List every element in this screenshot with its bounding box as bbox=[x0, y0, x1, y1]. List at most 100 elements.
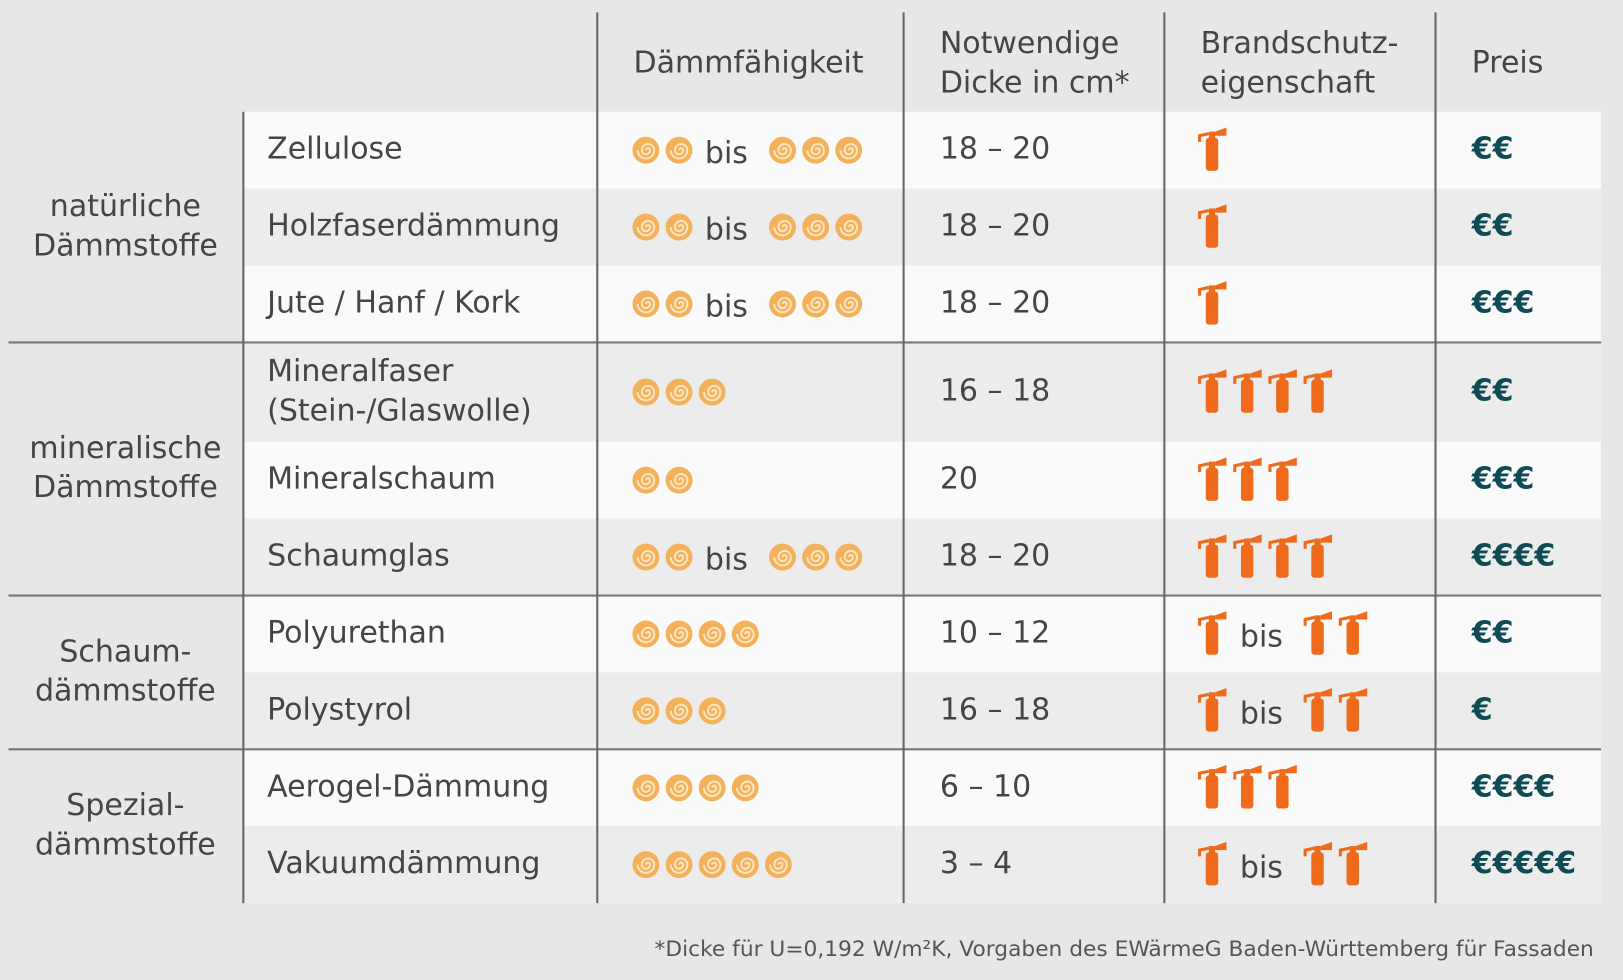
insulation-icon bbox=[731, 620, 759, 648]
ext-hose bbox=[1303, 615, 1315, 626]
row-band bbox=[243, 595, 1602, 673]
insulation-icon bbox=[698, 774, 726, 802]
swirl-disc bbox=[731, 851, 759, 879]
insulation-icon bbox=[802, 290, 830, 318]
price: € bbox=[1471, 692, 1493, 727]
row-band bbox=[243, 672, 1602, 750]
ext-head bbox=[1349, 692, 1356, 700]
swirl-line bbox=[669, 780, 689, 798]
group-label: Spezial- bbox=[66, 788, 184, 823]
range-word: bis bbox=[705, 213, 748, 248]
swirl-line bbox=[806, 549, 825, 567]
group-label: Schaum- bbox=[59, 634, 191, 669]
swirl-disc bbox=[665, 851, 693, 879]
ext-body bbox=[1240, 775, 1254, 809]
price: €€ bbox=[1471, 374, 1514, 409]
swirl-line bbox=[636, 780, 656, 798]
material-name: Vakuumdämmung bbox=[267, 846, 540, 881]
fire-icon bbox=[1303, 688, 1333, 732]
swirl-line bbox=[669, 472, 689, 490]
price: €€€€ bbox=[1471, 769, 1556, 804]
group-label: dämmstoffe bbox=[35, 674, 216, 709]
swirl-disc bbox=[665, 543, 693, 571]
ext-head bbox=[1208, 131, 1216, 139]
swirl-line bbox=[806, 142, 825, 160]
insulation-icon bbox=[698, 620, 726, 648]
ext-hose bbox=[1198, 209, 1210, 219]
insulation-icon bbox=[698, 697, 726, 725]
fire-icon bbox=[1198, 204, 1227, 248]
insulation-icon bbox=[632, 466, 660, 494]
ext-head bbox=[1244, 461, 1251, 469]
footnote: *Dicke für U=0,192 W/m²K, Vorgaben des E… bbox=[655, 937, 1594, 962]
fire-icon bbox=[1198, 457, 1227, 501]
swirl-line bbox=[669, 219, 689, 237]
ext-hose bbox=[1303, 374, 1315, 384]
insulation-icon bbox=[731, 774, 759, 802]
material-name: Polyurethan bbox=[267, 615, 446, 650]
ext-hose bbox=[1338, 692, 1350, 703]
fire-icon bbox=[1198, 765, 1227, 809]
insulation-icon bbox=[665, 378, 693, 406]
insulation-icon bbox=[665, 466, 693, 494]
header-label: Dicke in cm* bbox=[940, 65, 1130, 100]
ext-hose bbox=[1233, 462, 1245, 472]
swirl-line bbox=[702, 703, 722, 721]
fire-icon bbox=[1268, 765, 1297, 809]
fire-icon bbox=[1303, 841, 1333, 886]
range-word: bis bbox=[705, 136, 748, 171]
ext-body bbox=[1346, 852, 1359, 886]
swirl-line bbox=[636, 296, 656, 314]
ext-hose bbox=[1198, 132, 1210, 142]
price: €€€€ bbox=[1471, 539, 1556, 574]
swirl-line bbox=[636, 549, 656, 567]
ext-head bbox=[1349, 615, 1356, 623]
ext-body bbox=[1205, 291, 1219, 325]
insulation-icon bbox=[665, 290, 693, 318]
insulation-icon bbox=[698, 378, 726, 406]
ext-nozzle bbox=[1215, 841, 1227, 851]
material-name: Polystyrol bbox=[267, 692, 412, 727]
fire-icon bbox=[1198, 281, 1227, 325]
material-name: (Stein-/Glaswolle) bbox=[267, 393, 532, 428]
ext-body bbox=[1205, 214, 1219, 248]
ext-body bbox=[1311, 621, 1324, 655]
row-band bbox=[243, 111, 1602, 189]
ext-hose bbox=[1268, 539, 1280, 549]
ext-head bbox=[1208, 461, 1216, 469]
swirl-line bbox=[839, 296, 859, 314]
thickness: 16 – 18 bbox=[940, 374, 1050, 409]
ext-body bbox=[1346, 698, 1359, 732]
swirl-disc bbox=[665, 466, 693, 494]
ext-hose bbox=[1338, 846, 1350, 857]
ext-body bbox=[1205, 467, 1219, 501]
row-band bbox=[243, 826, 1602, 904]
ext-nozzle bbox=[1320, 611, 1333, 620]
row-band bbox=[243, 342, 1602, 442]
ext-nozzle bbox=[1215, 127, 1227, 136]
ext-head bbox=[1314, 373, 1321, 381]
ext-nozzle bbox=[1320, 688, 1333, 697]
ext-head bbox=[1244, 769, 1251, 777]
insulation-icon bbox=[835, 543, 863, 571]
swirl-disc bbox=[632, 378, 660, 406]
ext-body bbox=[1205, 544, 1219, 578]
ext-head bbox=[1208, 769, 1216, 777]
thickness: 20 bbox=[940, 462, 978, 497]
ext-nozzle bbox=[1250, 765, 1262, 774]
swirl-disc bbox=[665, 774, 693, 802]
fire-icon bbox=[1233, 369, 1262, 413]
range-word: bis bbox=[1240, 620, 1283, 655]
ext-hose bbox=[1303, 692, 1315, 703]
ext-head bbox=[1349, 846, 1356, 854]
swirl-line bbox=[773, 296, 792, 314]
row-band bbox=[243, 518, 1602, 596]
ext-hose bbox=[1198, 769, 1210, 780]
price: €€€€€ bbox=[1471, 846, 1576, 881]
insulation-icon bbox=[769, 213, 796, 241]
swirl-disc bbox=[698, 774, 726, 802]
fire-icon bbox=[1338, 611, 1368, 655]
insulation-icon bbox=[632, 851, 660, 879]
swirl-line bbox=[669, 857, 689, 874]
